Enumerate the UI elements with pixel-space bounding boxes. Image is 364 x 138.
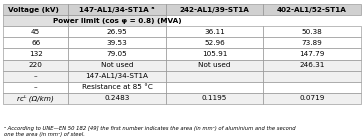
Text: ᵃ According to UNE—EN 50 182 [49] the first number indicates the area (in mm²) o: ᵃ According to UNE—EN 50 182 [49] the fi… [4,126,295,137]
